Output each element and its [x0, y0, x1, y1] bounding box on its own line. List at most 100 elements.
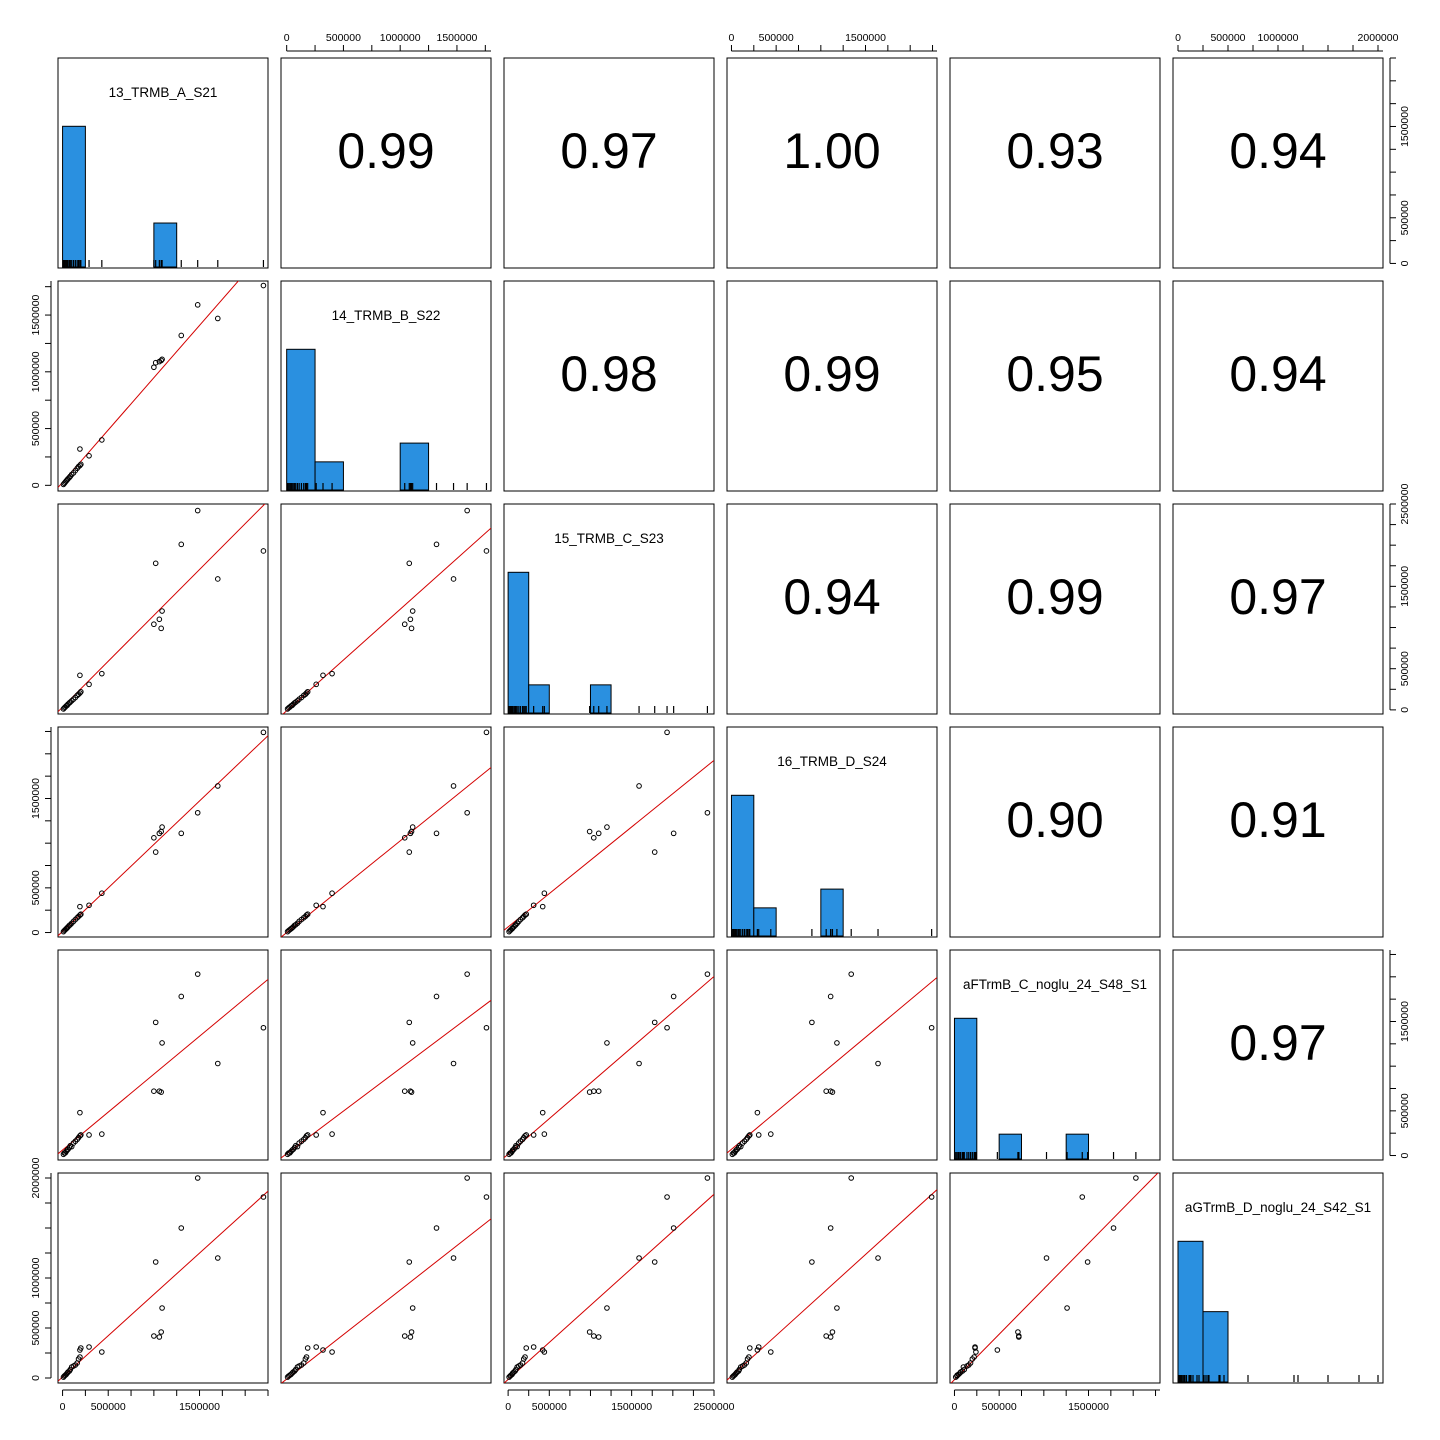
regression-line: [282, 527, 491, 714]
panel-frame: [726, 949, 938, 1161]
data-point: [86, 1344, 92, 1350]
data-point: [67, 699, 74, 705]
regression-line: [504, 976, 714, 1159]
tick-label: 0: [1399, 707, 1411, 713]
tick-label: 0: [30, 1375, 42, 1381]
data-point: [1016, 1334, 1022, 1340]
regression-line: [504, 759, 714, 931]
data-point: [651, 1259, 658, 1265]
panel-r2-c5: 0.97: [1172, 503, 1384, 715]
data-point: [483, 1194, 490, 1200]
tick-label: 500000: [532, 1401, 567, 1413]
data-point: [152, 1259, 159, 1265]
histogram-bar: [1177, 1240, 1204, 1383]
correlation-value: 1.00: [783, 123, 880, 179]
panel-r2-c3: 0.94: [726, 503, 938, 715]
panel-frame: [1172, 503, 1384, 715]
regression-line: [281, 767, 491, 937]
regression-line: [281, 1218, 491, 1383]
regression-line: [58, 281, 239, 488]
data-point: [1084, 1259, 1091, 1265]
data-point: [294, 698, 301, 704]
data-point: [586, 828, 593, 835]
data-point: [152, 560, 159, 567]
tick-label: 500000: [30, 411, 42, 446]
data-point: [834, 1305, 840, 1311]
data-point: [77, 1354, 83, 1360]
histogram-bar: [998, 1133, 1022, 1160]
data-point: [848, 1175, 855, 1181]
data-point: [78, 688, 84, 695]
regression-line: [727, 1189, 937, 1381]
histogram-bar: [286, 348, 316, 491]
data-point: [834, 1040, 840, 1046]
data-point: [320, 903, 326, 910]
data-point: [99, 437, 105, 443]
histogram-bar: [589, 684, 612, 714]
data-point: [586, 1329, 593, 1335]
panel-r1-c4: 0.95: [949, 280, 1161, 492]
panel-r5-c1: [280, 1172, 492, 1384]
data-point: [523, 911, 530, 918]
panel-r2-c1: [280, 503, 492, 715]
tick-label: 0: [284, 32, 290, 44]
data-point: [541, 1131, 548, 1137]
regression-line: [58, 735, 268, 937]
data-point: [746, 1345, 753, 1351]
histogram-bar: [62, 125, 86, 268]
correlation-value: 0.93: [1006, 123, 1103, 179]
panel-frame: [57, 1172, 269, 1384]
data-point: [1110, 1225, 1117, 1231]
data-point: [406, 560, 413, 567]
data-point: [313, 1344, 319, 1350]
data-point: [433, 830, 440, 837]
data-point: [523, 1132, 530, 1138]
data-point: [260, 548, 267, 554]
panel-r5-c4: [949, 1172, 1161, 1384]
panel-frame: [726, 503, 938, 715]
histogram-bar: [753, 907, 777, 937]
y-axis-left-row3: 0 500000 1500000: [30, 727, 52, 935]
data-point: [408, 1089, 415, 1095]
tick-label: 0: [505, 1401, 511, 1413]
data-point: [151, 835, 157, 841]
tick-label: 2500000: [694, 1401, 735, 1413]
panel-frame: [949, 1172, 1161, 1384]
data-point: [303, 1354, 310, 1360]
panel-frame: [949, 949, 1161, 1161]
tick-label: 500000: [1399, 651, 1411, 686]
tick-label: 1500000: [1399, 1001, 1411, 1042]
data-point: [313, 1132, 319, 1138]
tick-label: 1500000: [1399, 566, 1411, 607]
panel-frame: [1172, 280, 1384, 492]
data-point: [151, 364, 157, 371]
data-point: [407, 616, 414, 623]
data-point: [928, 1194, 935, 1200]
data-point: [809, 1019, 815, 1026]
panel-r4-c2: [503, 949, 715, 1161]
panel-frame: [280, 57, 492, 269]
panel-r4-c0: [57, 949, 269, 1161]
data-point: [99, 1349, 105, 1355]
data-point: [971, 1354, 977, 1360]
correlation-value: 0.94: [1229, 123, 1326, 179]
x-axis-bottom-col2: 0 500000 1500000 2500000: [505, 1389, 735, 1413]
data-point: [809, 1259, 815, 1265]
data-point: [972, 1344, 978, 1350]
data-point: [670, 830, 677, 837]
data-point: [523, 1345, 530, 1351]
data-point: [604, 1040, 610, 1046]
correlation-value: 0.94: [1229, 346, 1326, 402]
panel-frame: [949, 57, 1161, 269]
data-point: [704, 809, 711, 816]
panel-r1-c5: 0.94: [1172, 280, 1384, 492]
data-point: [304, 1132, 311, 1138]
data-point: [530, 902, 537, 909]
data-point: [77, 672, 83, 679]
data-point: [303, 912, 310, 918]
panel-frame: [726, 726, 938, 938]
data-point: [522, 912, 528, 918]
tick-label: 500000: [91, 1401, 126, 1413]
data-point: [320, 672, 326, 679]
